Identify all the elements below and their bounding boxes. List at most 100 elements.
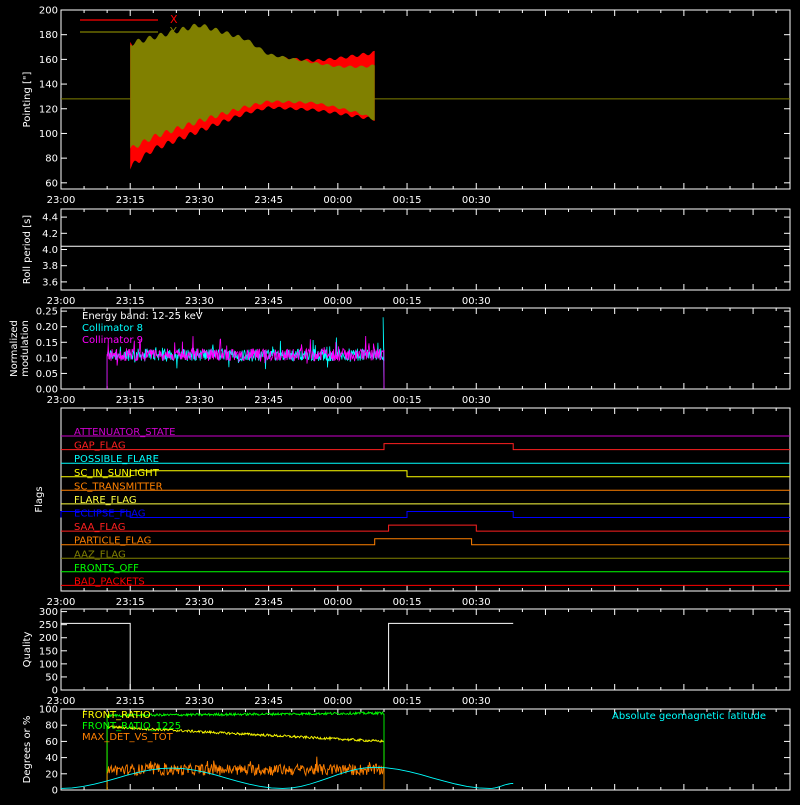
- y-tick-label: 180: [39, 30, 58, 41]
- y-tick-label: 0.15: [36, 338, 58, 349]
- x-tick-label: 23:30: [185, 395, 214, 406]
- pointing-series-y: [130, 23, 375, 149]
- x-tick-label: 00:15: [393, 597, 422, 608]
- legend-label-front-ratio: FRONT_RATIO: [82, 710, 151, 721]
- panel-6-ylabel: Degrees or %: [22, 716, 33, 784]
- panel-1-ylabel: Pointing ["]: [22, 71, 33, 127]
- legend-label-max-det-vs-tot: MAX_DET_VS_TOT: [82, 732, 174, 743]
- flag-label-flare-flag: FLARE_FLAG: [74, 495, 137, 506]
- legend-label-front-ratio-1225: FRONT_RATIO_1225: [82, 721, 181, 732]
- x-tick-label: 23:45: [254, 195, 283, 206]
- x-tick-label: 23:15: [116, 395, 145, 406]
- y-tick-label: 0.05: [36, 369, 58, 380]
- y-tick-label: 60: [45, 737, 58, 748]
- x-tick-label: 00:00: [323, 597, 352, 608]
- y-tick-label: 80: [45, 154, 58, 165]
- legend-label-geomagnetic-latitude: Absolute geomagnetic latitude: [612, 711, 766, 722]
- y-tick-label: 40: [45, 753, 58, 764]
- flag-label-sc-transmitter: SC_TRANSMITTER: [74, 481, 163, 492]
- y-tick-label: 0.10: [36, 353, 58, 364]
- y-tick-label: 250: [39, 620, 58, 631]
- panel-2-frame: [60, 208, 791, 291]
- y-tick-label: 60: [45, 178, 58, 189]
- x-tick-label: 23:00: [47, 597, 76, 608]
- y-tick-label: 120: [39, 104, 58, 115]
- panel-3-ylabel: modulation: [20, 320, 31, 377]
- x-tick-label: 00:00: [323, 296, 352, 307]
- y-tick-label: 0: [52, 686, 58, 697]
- x-tick-label: 23:15: [116, 296, 145, 307]
- panel-6-frame: [60, 708, 791, 791]
- panel-3-frame: [60, 307, 791, 390]
- flag-label-gap-flag: GAP_FLAG: [74, 441, 126, 452]
- x-tick-label: 00:15: [393, 696, 422, 707]
- panel-4-ylabel: Flags: [34, 486, 45, 512]
- flag-line-sc-in-sunlight: [61, 470, 790, 478]
- x-tick-label: 23:45: [254, 597, 283, 608]
- x-tick-label: 23:00: [47, 296, 76, 307]
- x-tick-label: 00:00: [323, 696, 352, 707]
- flag-label-eclipse-flag: ECLIPSE_FLAG: [74, 509, 145, 520]
- y-tick-label: 4.0: [42, 245, 58, 256]
- y-tick-label: 0.00: [36, 385, 58, 396]
- y-tick-label: 50: [45, 672, 58, 683]
- flag-label-particle-flag: PARTICLE_FLAG: [74, 536, 151, 547]
- y-tick-label: 140: [39, 80, 58, 91]
- panel-5-frame: [60, 608, 791, 691]
- x-tick-label: 00:15: [393, 296, 422, 307]
- y-tick-label: 3.8: [42, 261, 58, 272]
- flag-label-bad-packets: BAD_PACKETS: [74, 576, 145, 587]
- panel-3-ylabel: Normalized: [9, 320, 20, 377]
- x-tick-label: 23:00: [47, 395, 76, 406]
- x-tick-label: 23:45: [254, 696, 283, 707]
- ratio-series-absolute-geomagnetic-latitude: [60, 766, 514, 789]
- x-tick-label: 00:15: [393, 395, 422, 406]
- flag-label-aaz-flag: AAZ_FLAG: [74, 549, 126, 560]
- flag-line-particle-flag: [61, 538, 790, 546]
- x-tick-label: 23:30: [185, 195, 214, 206]
- y-tick-label: 100: [39, 659, 58, 670]
- x-tick-label: 23:45: [254, 296, 283, 307]
- quality-line: [61, 622, 514, 691]
- x-tick-label: 00:15: [393, 195, 422, 206]
- x-tick-label: 00:30: [462, 395, 491, 406]
- y-tick-label: 150: [39, 646, 58, 657]
- modulation-annotation: Energy band: 12-25 keV: [82, 311, 203, 322]
- flag-label-fronts-off: FRONTS_OFF: [74, 563, 139, 574]
- x-tick-label: 00:30: [462, 597, 491, 608]
- y-tick-label: 0.25: [36, 307, 58, 318]
- legend-label-y: Y: [169, 25, 177, 38]
- x-tick-label: 00:00: [323, 395, 352, 406]
- panel-5-ylabel: Quality: [22, 632, 33, 668]
- flag-line-eclipse-flag: [60, 511, 790, 518]
- flag-label-possible-flare: POSSIBLE_FLARE: [74, 454, 159, 465]
- x-tick-label: 23:00: [47, 696, 76, 707]
- flag-line-saa-flag: [61, 524, 790, 532]
- x-tick-label: 00:30: [462, 195, 491, 206]
- x-tick-label: 23:15: [116, 195, 145, 206]
- panel-1-frame: [60, 9, 791, 190]
- y-tick-label: 4.4: [42, 213, 58, 224]
- ratio-series-front-ratio: [106, 724, 385, 790]
- x-tick-label: 23:30: [185, 296, 214, 307]
- flag-label-saa-flag: SAA_FLAG: [74, 522, 125, 533]
- panel-2-ylabel: Roll period [s]: [22, 215, 33, 284]
- y-tick-label: 3.6: [42, 277, 58, 288]
- y-tick-label: 100: [39, 129, 58, 140]
- modulation-series-collimator9: [106, 335, 385, 389]
- panel-4-frame: [60, 407, 791, 592]
- y-tick-label: 100: [39, 705, 58, 716]
- ratio-series-front-ratio-1225: [106, 710, 385, 790]
- x-tick-label: 23:15: [116, 696, 145, 707]
- x-tick-label: 00:30: [462, 296, 491, 307]
- x-tick-label: 23:15: [116, 597, 145, 608]
- y-tick-label: 20: [45, 769, 58, 780]
- legend-label-collimator9: Collimator 9: [82, 335, 143, 346]
- x-tick-label: 23:30: [185, 597, 214, 608]
- y-tick-label: 200: [39, 633, 58, 644]
- x-tick-label: 00:30: [462, 696, 491, 707]
- x-tick-label: 23:45: [254, 395, 283, 406]
- x-tick-label: 23:30: [185, 696, 214, 707]
